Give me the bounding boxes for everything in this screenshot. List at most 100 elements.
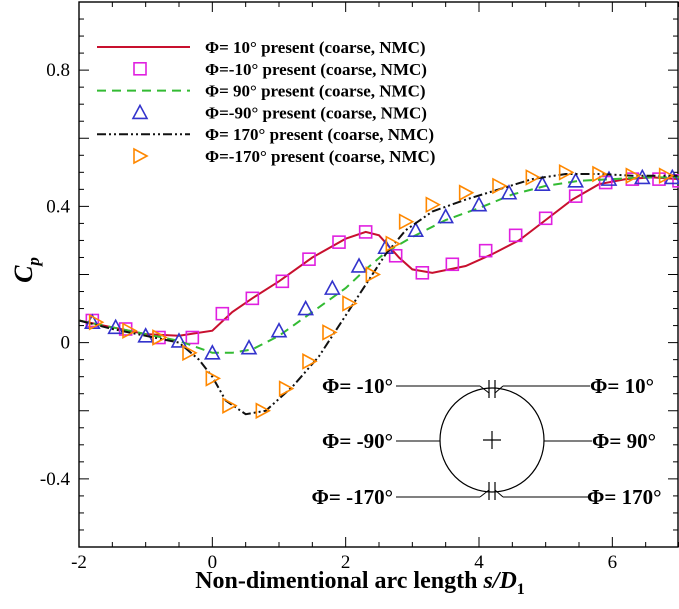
series-1: [79, 176, 679, 337]
inset-label-minus-10: Φ= -10°: [322, 374, 393, 398]
x-tick-label: 4: [474, 552, 484, 573]
data-point: [458, 184, 475, 202]
data-point: [342, 295, 358, 312]
data-point: [332, 235, 346, 249]
x-tick-label: 0: [208, 552, 218, 573]
data-point: [425, 196, 442, 214]
legend-item: Φ=-90° present (coarse, NMC): [131, 103, 427, 122]
data-point: [437, 207, 455, 224]
legend-swatch: [133, 147, 149, 165]
data-point: [500, 184, 518, 200]
data-point: [185, 330, 200, 345]
data-point: [658, 167, 675, 185]
legend-swatch: [133, 61, 147, 76]
data-point: [598, 175, 613, 190]
inset-label-plus-90: Φ= 90°: [592, 429, 656, 453]
data-point: [245, 291, 260, 306]
data-point: [492, 177, 508, 195]
legend-label: Φ=-10° present (coarse, NMC): [205, 60, 427, 79]
data-point: [122, 322, 138, 340]
ticks: [78, 1, 679, 548]
data-point: [322, 324, 338, 341]
data-point: [215, 306, 230, 321]
inset-circle: [439, 387, 545, 493]
data-point: [415, 265, 430, 280]
data-point: [203, 344, 221, 360]
data-point: [385, 235, 402, 253]
inset-diagram: Φ= -10° Φ= -90° Φ= -170° Φ= 10° Φ= 90° Φ= 170…: [311, 374, 661, 509]
data-point: [302, 252, 316, 266]
data-point: [407, 221, 425, 238]
data-point: [592, 165, 608, 183]
y-tick-label: 0: [61, 333, 71, 354]
data-point: [600, 170, 618, 186]
legend-label: Φ= 170° present (coarse, NMC): [205, 125, 434, 144]
data-point: [205, 370, 222, 387]
data-point: [567, 172, 585, 188]
legend-label: Φ= 90° present (coarse, NMC): [205, 82, 426, 101]
leader-p170-elbow: [494, 489, 504, 498]
legend-item: Φ= 10° present (coarse, NMC): [97, 38, 426, 57]
x-tick-label: 2: [341, 552, 351, 573]
legend-item: Φ= 90° present (coarse, NMC): [97, 82, 426, 101]
leader-m10-elbow: [479, 385, 490, 394]
data-point: [445, 257, 460, 272]
data-point: [278, 380, 295, 397]
data-point: [270, 322, 288, 338]
legend-label: Φ=-90° present (coarse, NMC): [205, 103, 427, 122]
x-tick-label: 6: [608, 552, 618, 573]
x-axis-label: Non-dimentional arc length s/D1: [195, 568, 525, 598]
x-tick-label: -2: [71, 552, 87, 573]
data-point: [388, 248, 403, 263]
data-point: [170, 332, 188, 348]
data-point: [508, 228, 523, 243]
y-tick-label: 0.8: [46, 60, 70, 81]
y-axis-label: Cp: [9, 257, 43, 283]
series-5: [79, 173, 679, 416]
data-point: [365, 266, 382, 283]
inset-label-minus-90: Φ= -90°: [322, 429, 393, 453]
series-line: [79, 173, 679, 416]
data-point: [350, 257, 368, 273]
legend-item: Φ=-170° present (coarse, NMC): [133, 147, 435, 166]
series-3: [79, 176, 679, 354]
series-6: [88, 163, 675, 420]
data-point: [137, 327, 155, 343]
legend-label: Φ=-170° present (coarse, NMC): [205, 147, 435, 166]
data-point: [525, 169, 542, 186]
leader-p10-elbow: [494, 385, 504, 394]
inset-label-plus-10: Φ= 10°: [590, 374, 654, 398]
data-point: [323, 279, 341, 295]
legend: Φ= 10° present (coarse, NMC) Φ=-10° prese…: [97, 38, 435, 166]
plot-area: [79, 163, 679, 420]
data-point: [297, 299, 315, 316]
legend-item: Φ=-10° present (coarse, NMC): [133, 60, 427, 79]
data-point: [152, 329, 168, 346]
y-tick-label: -0.4: [40, 469, 71, 490]
data-point: [182, 344, 198, 362]
data-point: [478, 243, 493, 258]
data-point: [533, 175, 551, 192]
data-point: [88, 313, 105, 331]
series-line: [79, 176, 679, 354]
data-point: [222, 397, 238, 414]
y-tick-label: 0.4: [46, 196, 70, 217]
data-point: [398, 213, 415, 231]
data-point: [275, 274, 290, 289]
data-point: [672, 174, 679, 188]
inset-label-minus-170: Φ= -170°: [311, 485, 393, 509]
data-point: [358, 225, 373, 239]
series-4: [83, 168, 679, 360]
data-point: [538, 211, 553, 226]
data-point: [240, 339, 258, 355]
data-point: [470, 195, 488, 212]
data-point: [558, 163, 575, 181]
series-2: [85, 172, 679, 345]
legend-item: Φ= 170° present (coarse, NMC): [97, 125, 434, 144]
inset-label-plus-170: Φ= 170°: [587, 485, 662, 509]
series-line: [79, 176, 679, 337]
legend-label: Φ= 10° present (coarse, NMC): [205, 38, 426, 57]
data-point: [633, 168, 651, 185]
